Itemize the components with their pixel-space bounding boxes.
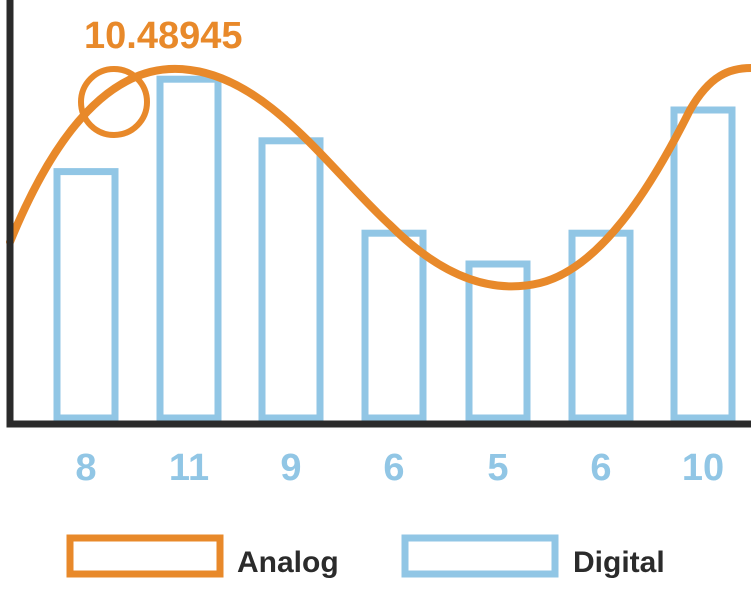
category-label-5: 5 (487, 447, 508, 489)
category-label-6: 6 (590, 447, 611, 489)
bars-group (53, 75, 736, 422)
category-label-4: 6 (383, 447, 404, 489)
digital-bar-4 (361, 229, 427, 422)
legend: Analog Digital (66, 534, 665, 579)
category-label-7: 10 (682, 447, 724, 489)
highlight-marker (78, 66, 150, 138)
legend-digital-swatch (401, 534, 559, 578)
legend-analog-label: Analog (237, 546, 339, 579)
category-label-1: 8 (75, 447, 96, 489)
digital-bar-1 (53, 168, 119, 422)
analog-curve (6, 64, 751, 291)
digital-bar-2 (156, 75, 222, 422)
legend-digital-label: Digital (573, 546, 665, 579)
category-labels: 8 11 9 6 5 6 10 (75, 447, 724, 489)
digital-bar-7 (670, 106, 736, 422)
category-label-3: 9 (280, 447, 301, 489)
highlight-value-label: 10.48945 (84, 15, 243, 57)
digital-bar-3 (258, 137, 324, 422)
legend-analog-swatch (66, 534, 224, 578)
category-label-2: 11 (169, 447, 209, 489)
axes (6, 0, 751, 428)
